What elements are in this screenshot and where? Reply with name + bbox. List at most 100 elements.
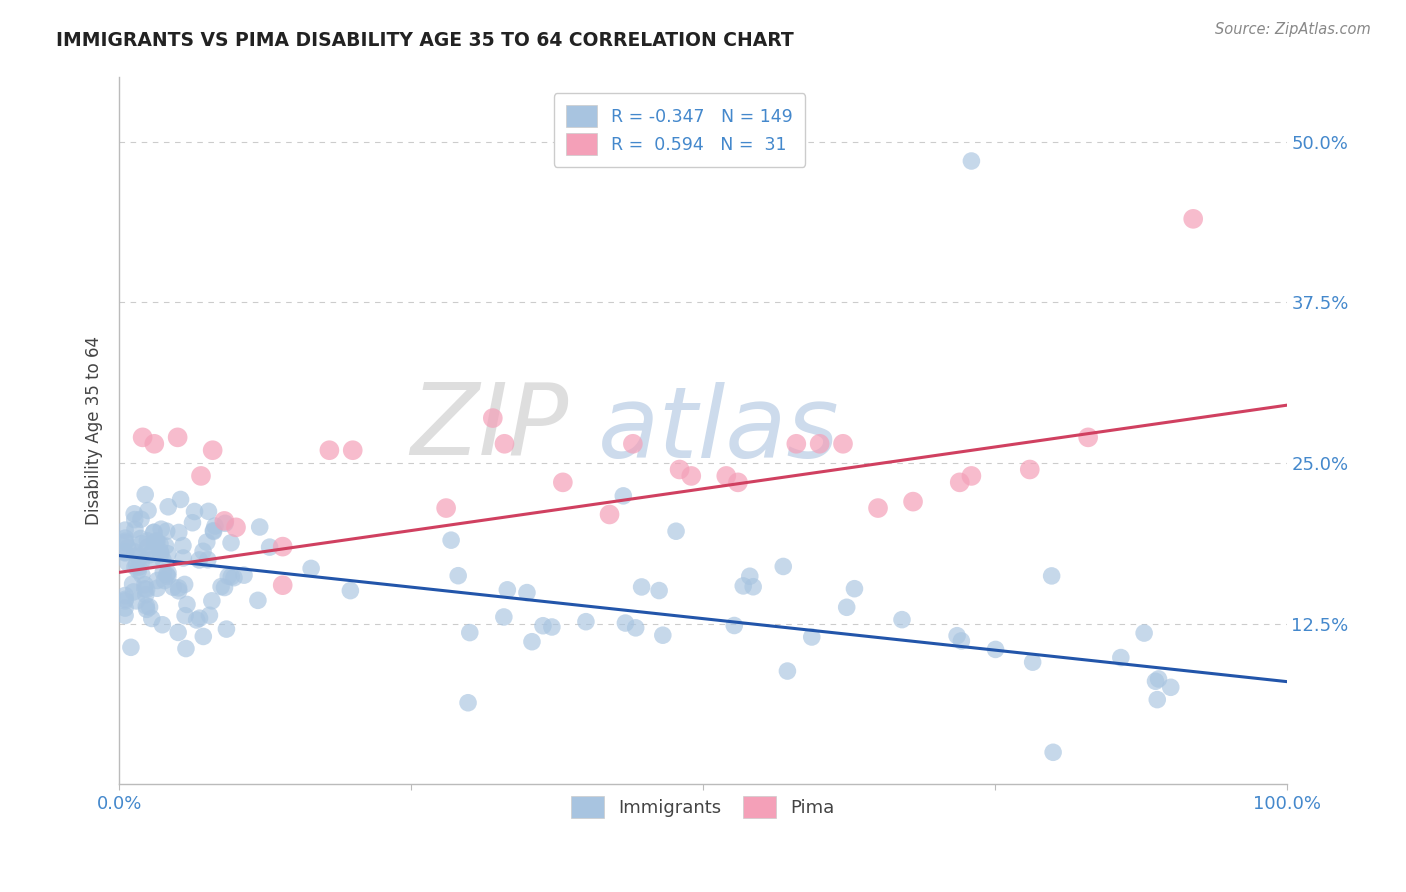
Point: [520, 634, 543, 648]
Point: [844, 582, 866, 596]
Point: [138, 600, 160, 615]
Point: [114, 535, 136, 549]
Point: [146, 581, 169, 595]
Point: [141, 552, 163, 566]
Point: [166, 430, 188, 444]
Point: [949, 475, 972, 490]
Point: [1021, 655, 1043, 669]
Point: [152, 552, 174, 566]
Point: [651, 628, 673, 642]
Point: [181, 516, 204, 530]
Text: IMMIGRANTS VS PIMA DISABILITY AGE 35 TO 64 CORRELATION CHART: IMMIGRANTS VS PIMA DISABILITY AGE 35 TO …: [56, 31, 794, 50]
Point: [149, 537, 172, 551]
Point: [174, 608, 197, 623]
Point: [157, 500, 180, 514]
Point: [723, 618, 745, 632]
Point: [167, 625, 190, 640]
Point: [901, 494, 924, 508]
Point: [621, 437, 644, 451]
Point: [541, 620, 564, 634]
Point: [129, 512, 152, 526]
Point: [136, 503, 159, 517]
Point: [835, 600, 858, 615]
Point: [193, 630, 215, 644]
Point: [114, 594, 136, 608]
Point: [114, 546, 136, 560]
Point: [1144, 674, 1167, 689]
Point: [612, 489, 634, 503]
Point: [114, 531, 136, 545]
Point: [727, 475, 749, 490]
Point: [143, 525, 166, 540]
Point: [114, 592, 136, 607]
Point: [738, 569, 761, 583]
Point: [122, 507, 145, 521]
Point: [808, 437, 831, 451]
Point: [142, 542, 165, 557]
Point: [114, 601, 136, 615]
Point: [156, 547, 179, 561]
Point: [434, 501, 457, 516]
Point: [188, 553, 211, 567]
Point: [733, 579, 755, 593]
Point: [772, 559, 794, 574]
Point: [299, 561, 322, 575]
Text: ZIP: ZIP: [411, 379, 568, 476]
Point: [225, 520, 247, 534]
Point: [146, 574, 169, 588]
Point: [950, 634, 973, 648]
Point: [342, 443, 364, 458]
Point: [496, 582, 519, 597]
Point: [1109, 650, 1132, 665]
Point: [162, 580, 184, 594]
Text: atlas: atlas: [598, 383, 839, 479]
Text: Source: ZipAtlas.com: Source: ZipAtlas.com: [1215, 22, 1371, 37]
Point: [136, 533, 159, 548]
Point: [197, 553, 219, 567]
Point: [172, 539, 194, 553]
Point: [149, 547, 172, 561]
Point: [190, 469, 212, 483]
Point: [183, 504, 205, 518]
Point: [832, 437, 855, 451]
Point: [125, 558, 148, 572]
Point: [204, 519, 226, 533]
Point: [217, 569, 239, 583]
Point: [866, 501, 889, 516]
Point: [155, 567, 177, 582]
Point: [167, 581, 190, 595]
Point: [197, 504, 219, 518]
Point: [960, 469, 983, 483]
Point: [891, 613, 914, 627]
Point: [614, 615, 637, 630]
Legend: Immigrants, Pima: Immigrants, Pima: [564, 789, 842, 825]
Point: [156, 524, 179, 539]
Point: [134, 577, 156, 591]
Point: [776, 664, 799, 678]
Point: [145, 534, 167, 549]
Point: [960, 153, 983, 168]
Point: [114, 589, 136, 603]
Point: [114, 523, 136, 537]
Point: [201, 594, 224, 608]
Point: [124, 545, 146, 559]
Point: [173, 577, 195, 591]
Point: [125, 594, 148, 608]
Point: [141, 611, 163, 625]
Point: [129, 532, 152, 546]
Point: [121, 577, 143, 591]
Point: [648, 583, 671, 598]
Point: [665, 524, 688, 539]
Point: [215, 622, 238, 636]
Point: [146, 534, 169, 549]
Point: [339, 583, 361, 598]
Point: [271, 578, 294, 592]
Point: [575, 615, 598, 629]
Point: [134, 582, 156, 596]
Point: [120, 640, 142, 655]
Point: [124, 522, 146, 536]
Point: [135, 588, 157, 602]
Point: [114, 534, 136, 549]
Point: [131, 537, 153, 551]
Point: [531, 618, 554, 632]
